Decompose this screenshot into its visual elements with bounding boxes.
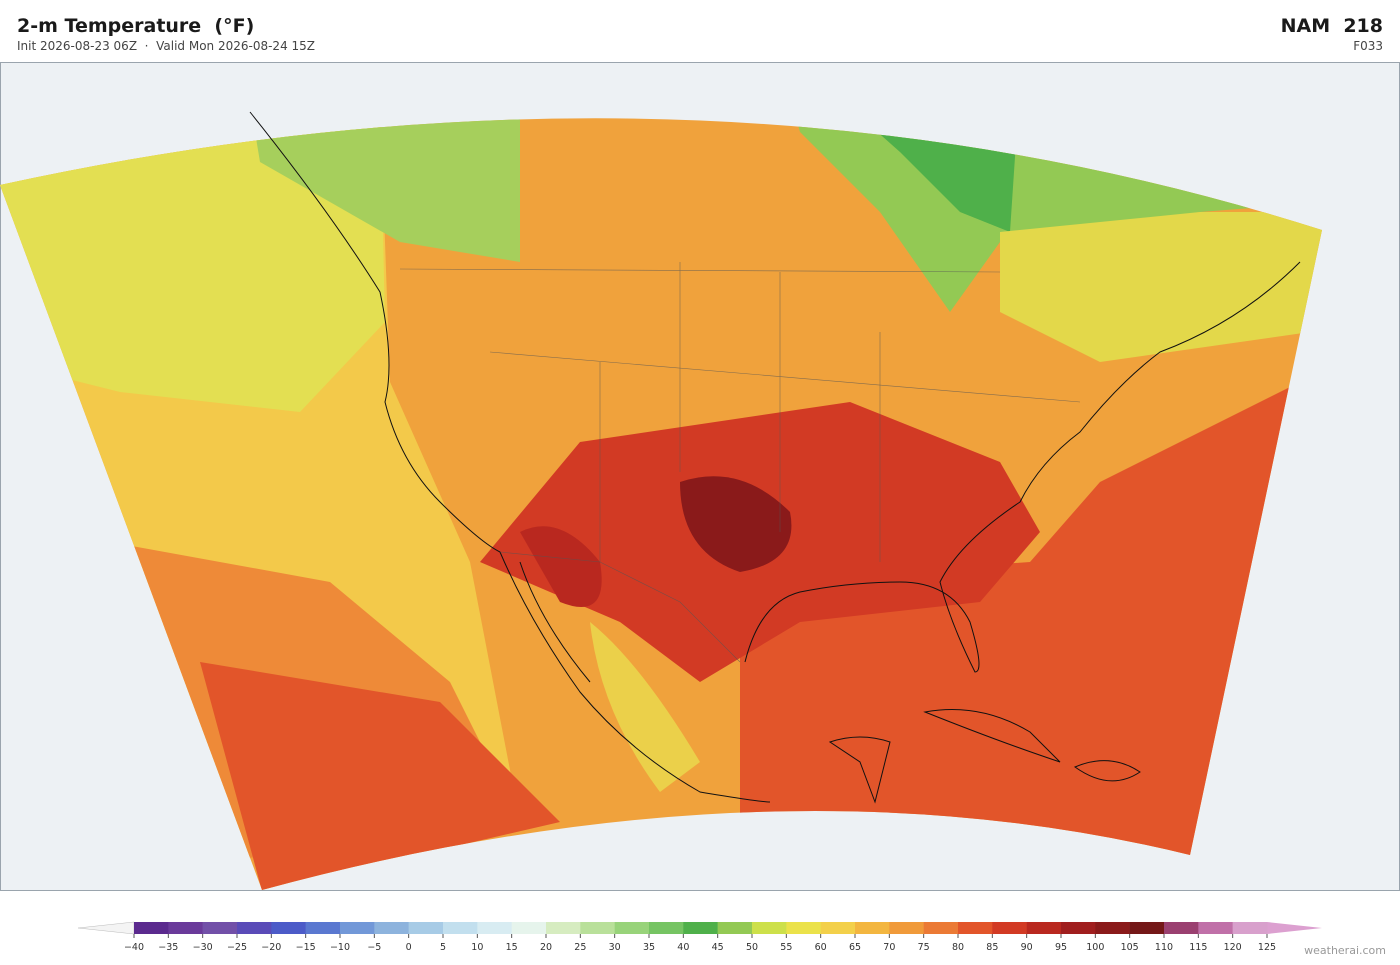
colorbar-tick-label: 125 — [1258, 942, 1276, 953]
colorbar-tick-label: −35 — [158, 942, 178, 953]
forecast-hour: F033 — [1353, 39, 1383, 53]
colorbar-segment — [786, 922, 821, 934]
colorbar-tick-label: 50 — [746, 942, 758, 953]
colorbar-tick-label: 95 — [1055, 942, 1067, 953]
colorbar-segment — [1232, 922, 1268, 934]
colorbar-tick-label: 5 — [440, 942, 446, 953]
colorbar-segment — [992, 922, 1027, 934]
colorbar-tick-label: −20 — [261, 942, 281, 953]
colorbar-tick-label: 70 — [883, 942, 895, 953]
colorbar-segment — [614, 922, 650, 934]
colorbar-tick-label: −40 — [124, 942, 144, 953]
credit: weatherai.com — [1304, 944, 1386, 957]
colorbar-segment — [717, 922, 753, 934]
map-title: 2-m Temperature (°F) — [17, 15, 255, 37]
colorbar-tick-label: 40 — [677, 942, 689, 953]
model-name: NAM 218 — [1280, 15, 1383, 37]
colorbar-segment — [134, 922, 169, 934]
colorbar-tick-label: 115 — [1189, 942, 1207, 953]
colorbar-segment — [1095, 922, 1130, 934]
colorbar-segment — [305, 922, 341, 934]
colorbar-tick-label: 30 — [609, 942, 621, 953]
coastlines — [249, 111, 1301, 804]
colorbar-segment — [820, 922, 856, 934]
colorbar-segment — [1129, 922, 1165, 934]
colorbar-segment — [443, 922, 478, 934]
colorbar-segment — [855, 922, 890, 934]
colorbar-segment — [580, 922, 615, 934]
colorbar-tick-label: 90 — [1021, 942, 1033, 953]
colorbar-segment — [271, 922, 306, 934]
colorbar: −40 −35 −30 −25 −20 −15 −10 −5 0 5 10 15 20 25 30 35 40 4… — [77, 921, 1322, 953]
colorbar-under — [77, 921, 135, 935]
colorbar-tick-label: 35 — [643, 942, 655, 953]
colorbar-segment — [340, 922, 375, 934]
colorbar-tick-label: 80 — [952, 942, 964, 953]
colorbar-over — [1267, 922, 1322, 934]
colorbar-segment — [958, 922, 993, 934]
colorbar-segment — [1061, 922, 1096, 934]
colorbar-segment — [168, 922, 203, 934]
colorbar-tick-label: 15 — [506, 942, 518, 953]
colorbar-segment — [683, 922, 718, 934]
colorbar-segment — [1026, 922, 1062, 934]
colorbar-segment — [477, 922, 512, 934]
colorbar-segment — [752, 922, 787, 934]
run-times: Init 2026-08-23 06Z · Valid Mon 2026-08-… — [17, 39, 316, 53]
colorbar-segment — [202, 922, 238, 934]
colorbar-tick-label: 55 — [780, 942, 792, 953]
colorbar-segment — [1164, 922, 1199, 934]
colorbar-tick-label: 0 — [406, 942, 412, 953]
colorbar-segment — [408, 922, 444, 934]
colorbar-tick-label: 120 — [1224, 942, 1242, 953]
colorbar-tick-label: −15 — [296, 942, 316, 953]
colorbar-tick-label: 65 — [849, 942, 861, 953]
colorbar-tick-label: 105 — [1121, 942, 1139, 953]
colorbar-tick-label: −5 — [367, 942, 381, 953]
colorbar-segment — [923, 922, 959, 934]
colorbar-tick-label: 100 — [1086, 942, 1104, 953]
colorbar-tick-label: 45 — [712, 942, 724, 953]
colorbar-tick-label: 20 — [540, 942, 552, 953]
colorbar-tick-label: 110 — [1155, 942, 1173, 953]
colorbar-tick-label: 85 — [986, 942, 998, 953]
colorbar-segment — [237, 922, 272, 934]
colorbar-segment — [374, 922, 409, 934]
map — [0, 62, 1400, 891]
colorbar-tick-label: 25 — [574, 942, 586, 953]
colorbar-tick-label: 10 — [471, 942, 483, 953]
colorbar-segment — [511, 922, 547, 934]
colorbar-tick-label: −25 — [227, 942, 247, 953]
borders — [399, 262, 1081, 663]
colorbar-segment — [1198, 922, 1233, 934]
colorbar-tick-label: 60 — [815, 942, 827, 953]
colorbar-segment — [546, 922, 581, 934]
colorbar-segment — [649, 922, 684, 934]
colorbar-tick-label: 75 — [918, 942, 930, 953]
colorbar-tick-label: −10 — [330, 942, 350, 953]
colorbar-tick-label: −30 — [193, 942, 213, 953]
colorbar-segment — [889, 922, 924, 934]
